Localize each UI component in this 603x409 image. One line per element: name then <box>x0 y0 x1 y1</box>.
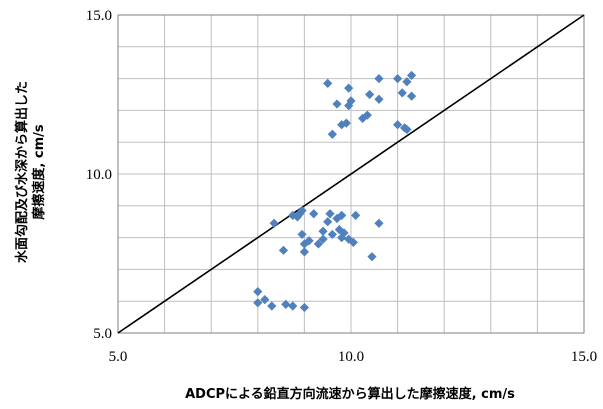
reference-line <box>117 14 585 334</box>
data-point <box>393 120 403 130</box>
data-point <box>278 245 289 255</box>
data-point <box>374 94 384 104</box>
data-point <box>374 74 384 84</box>
data-point <box>339 228 349 238</box>
plot-area-frame <box>117 14 585 334</box>
y-axis-title-line-2: 摩擦速度, cm/s <box>31 124 47 219</box>
data-point <box>269 218 279 228</box>
data-point <box>348 237 358 247</box>
data-point <box>346 96 356 106</box>
data-point <box>253 298 263 308</box>
data-point <box>309 209 319 219</box>
data-points <box>253 70 417 313</box>
data-point <box>406 91 417 101</box>
data-point <box>393 74 403 84</box>
y-tick-labels: 5.0 10.0 15.0 <box>86 8 112 342</box>
data-point <box>304 236 314 246</box>
data-point <box>299 239 309 249</box>
y-axis-title-line-1: 水面勾配及び水深から算出した <box>14 81 30 263</box>
data-point <box>327 129 337 139</box>
data-point <box>299 302 309 313</box>
data-point <box>406 70 417 81</box>
data-point <box>402 124 412 135</box>
data-point <box>358 113 368 123</box>
data-point <box>260 295 270 305</box>
x-tick-label: 15.0 <box>571 349 597 365</box>
x-tick-label: 5.0 <box>109 349 128 365</box>
data-point <box>297 229 307 240</box>
data-point <box>313 239 323 249</box>
data-point <box>318 234 328 244</box>
data-point <box>327 229 337 240</box>
data-point <box>325 209 335 219</box>
data-point <box>337 210 347 220</box>
data-point <box>341 118 351 128</box>
data-point <box>318 226 328 236</box>
data-point <box>281 299 291 309</box>
data-point <box>367 252 377 262</box>
data-point <box>295 209 305 219</box>
data-point <box>397 88 407 98</box>
data-point <box>362 110 372 120</box>
data-point <box>292 212 303 222</box>
data-point <box>299 247 309 257</box>
data-point <box>402 77 412 87</box>
x-axis-title: ADCPによる鉛直方向流速から算出した摩擦速度, cm/s <box>185 386 515 402</box>
y-tick-label: 5.0 <box>93 326 112 342</box>
data-point <box>332 99 342 109</box>
data-point <box>253 287 263 297</box>
y-tick-label: 15.0 <box>86 8 112 24</box>
data-point <box>297 205 307 216</box>
y-tick-label: 10.0 <box>86 167 112 183</box>
reference-line-group <box>117 14 585 334</box>
data-point <box>288 301 298 311</box>
x-tick-label: 10.0 <box>338 349 364 365</box>
data-point <box>374 218 384 228</box>
data-point <box>323 78 333 88</box>
data-point <box>332 213 342 224</box>
data-point <box>323 217 333 227</box>
data-point <box>267 301 277 311</box>
data-point <box>365 89 375 100</box>
x-tick-labels: 5.0 10.0 15.0 <box>109 349 598 365</box>
data-point <box>351 210 361 220</box>
data-point <box>334 225 344 235</box>
data-point <box>344 83 354 93</box>
y-axis-title: 水面勾配及び水深から算出した 摩擦速度, cm/s <box>14 81 47 263</box>
